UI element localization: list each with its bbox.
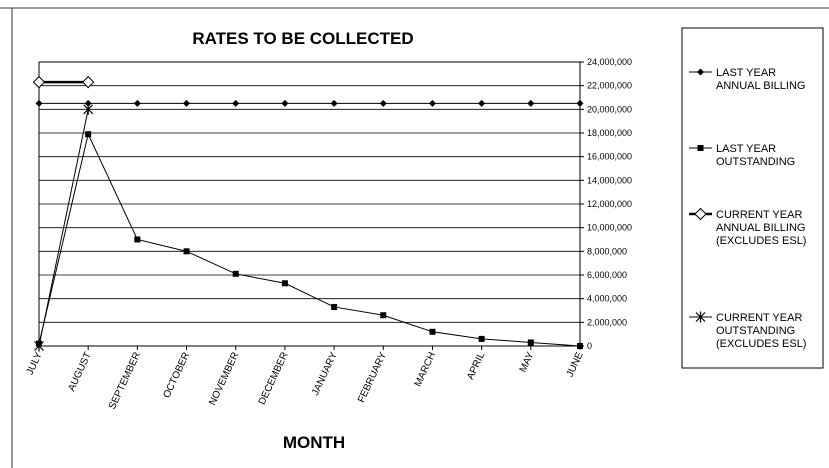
y-tick-label: 10,000,000 xyxy=(587,223,632,233)
y-tick-label: 24,000,000 xyxy=(587,57,632,67)
data-point xyxy=(380,312,387,319)
data-point xyxy=(35,99,43,107)
legend-swatch-marker xyxy=(697,145,704,151)
y-tick-label: 4,000,000 xyxy=(587,294,627,304)
data-point xyxy=(428,99,436,107)
y-tick-label: 6,000,000 xyxy=(587,270,627,280)
y-tick-label: 22,000,000 xyxy=(587,81,632,91)
series-3 xyxy=(32,75,95,89)
series-2 xyxy=(36,131,583,349)
data-point xyxy=(527,99,535,107)
data-point xyxy=(281,99,289,107)
y-axis: 0 2,000,000 4,000,000 6,000,000 8,000,000 10,… xyxy=(580,57,632,351)
y-tick-label: 2,000,000 xyxy=(587,317,627,327)
data-point xyxy=(183,99,191,107)
series-line xyxy=(38,109,89,347)
data-point xyxy=(429,328,436,335)
legend-label: ANNUAL BILLING xyxy=(716,222,805,234)
series-line xyxy=(38,132,581,347)
data-point xyxy=(379,99,387,107)
legend-swatch-marker xyxy=(694,207,707,221)
chart-title: RATES TO BE COLLECTED xyxy=(192,29,413,48)
y-tick-label: 8,000,000 xyxy=(587,246,627,256)
y-tick-label: 14,000,000 xyxy=(587,175,632,185)
data-point xyxy=(232,99,240,107)
data-point xyxy=(84,99,92,107)
legend-swatch-marker xyxy=(695,311,706,323)
data-point xyxy=(183,248,190,255)
legend-label: (EXCLUDES ESL) xyxy=(716,235,806,247)
data-point xyxy=(85,131,92,138)
y-tick-label: 12,000,000 xyxy=(587,199,632,209)
y-tick-label: 20,000,000 xyxy=(587,104,632,114)
data-point xyxy=(32,75,46,89)
legend-label: ANNUAL BILLING xyxy=(716,80,805,92)
data-point xyxy=(83,103,94,115)
data-point xyxy=(281,280,288,287)
data-point xyxy=(478,99,486,107)
data-point xyxy=(527,339,534,346)
x-axis-title: MONTH xyxy=(283,433,345,452)
data-point xyxy=(34,340,44,352)
series-4 xyxy=(34,103,94,352)
legend-label: OUTSTANDING xyxy=(716,156,795,168)
data-point xyxy=(232,270,239,277)
legend-label: LAST YEAR xyxy=(716,67,776,79)
y-tick-label: 16,000,000 xyxy=(587,152,632,162)
y-tick-label: 0 xyxy=(587,341,592,351)
series-layer xyxy=(32,75,584,352)
data-point xyxy=(478,335,485,342)
gridlines xyxy=(39,85,580,323)
legend-box xyxy=(681,27,824,369)
legend-label: (EXCLUDES ESL) xyxy=(716,338,806,350)
data-point xyxy=(331,303,338,310)
legend-label: LAST YEAR xyxy=(716,143,776,155)
data-point xyxy=(81,75,95,89)
legend-swatch-marker xyxy=(697,68,704,76)
series-1 xyxy=(35,99,584,107)
legend-label: CURRENT YEAR xyxy=(716,209,802,221)
legend-label: CURRENT YEAR xyxy=(716,312,802,324)
data-point xyxy=(133,99,141,107)
legend-label: OUTSTANDING xyxy=(716,325,795,337)
y-tick-label: 18,000,000 xyxy=(587,128,632,138)
data-point xyxy=(330,99,338,107)
data-point xyxy=(577,343,583,349)
data-point xyxy=(576,99,584,107)
data-point xyxy=(134,236,141,243)
